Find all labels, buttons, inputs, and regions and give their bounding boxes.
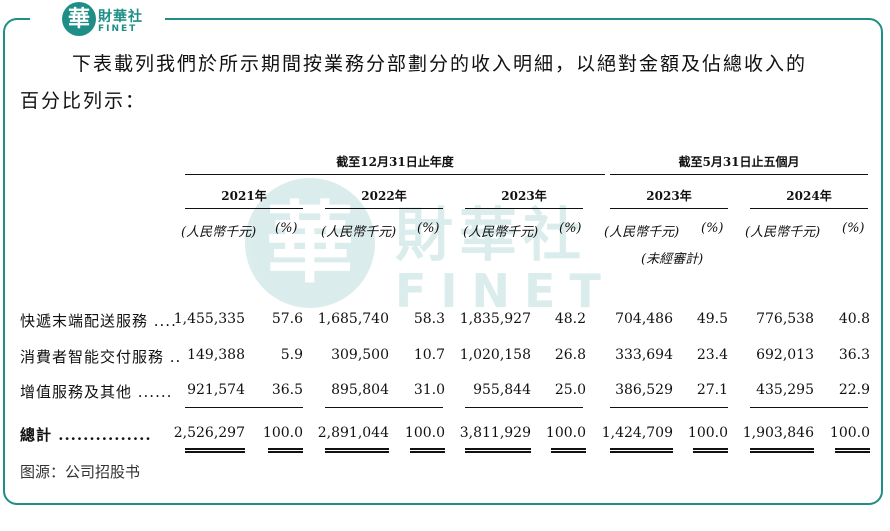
total-double-rule xyxy=(410,448,445,453)
intro-line-2: 百分比列示： xyxy=(20,90,147,112)
total-cell: 100.0 xyxy=(545,425,586,441)
cell: 333,694 xyxy=(615,347,673,363)
subtotal-rule xyxy=(465,407,583,408)
year-rule xyxy=(610,208,728,209)
cell: 1,020,158 xyxy=(459,347,531,363)
total-cell: 2,891,044 xyxy=(317,425,389,441)
cell: 49.5 xyxy=(696,311,728,327)
total-double-rule xyxy=(610,448,673,453)
subtotal-rule xyxy=(325,407,443,408)
cell: 435,295 xyxy=(756,382,814,398)
unit-amount: (人民幣千元) xyxy=(604,225,680,240)
cell: 149,388 xyxy=(187,347,245,363)
cell: 895,804 xyxy=(331,382,389,398)
year-2022: 2022年 xyxy=(361,189,407,203)
subtotal-rule xyxy=(185,407,303,408)
unit-pct: (%) xyxy=(275,221,298,236)
year-2024-5m: 2024年 xyxy=(786,189,832,203)
total-cell: 100.0 xyxy=(829,425,870,441)
cell: 386,529 xyxy=(615,382,673,398)
row-label: 消費者智能交付服務 .. xyxy=(20,348,182,366)
total-cell: 1,903,846 xyxy=(742,425,814,441)
unit-pct: (%) xyxy=(842,221,865,236)
cell: 1,455,335 xyxy=(173,311,245,327)
cell: 36.5 xyxy=(271,382,303,398)
year-rule xyxy=(185,208,303,209)
total-double-rule xyxy=(693,448,728,453)
cell: 309,500 xyxy=(331,347,389,363)
unit-amount: (人民幣千元) xyxy=(745,225,821,240)
subtotal-rule xyxy=(750,407,868,408)
logo-mark: 華 xyxy=(62,2,96,36)
header-full-year: 截至12月31日止年度 xyxy=(336,155,454,169)
total-double-rule xyxy=(325,448,389,453)
cell: 10.7 xyxy=(413,347,445,363)
cell: 48.2 xyxy=(554,311,586,327)
intro-paragraph: 下表載列我們於所示期間按業務分部劃分的收入明細，以絕對金額及佔總收入的 百分比列… xyxy=(20,46,870,120)
cell: 1,835,927 xyxy=(459,311,531,327)
intro-line-1: 下表載列我們於所示期間按業務分部劃分的收入明細，以絕對金額及佔總收入的 xyxy=(72,53,808,75)
total-double-rule xyxy=(551,448,586,453)
cell: 692,013 xyxy=(756,347,814,363)
year-2023: 2023年 xyxy=(501,189,547,203)
unit-amount: (人民幣千元) xyxy=(463,225,539,240)
year-rule xyxy=(750,208,868,209)
source-note: 图源：公司招股书 xyxy=(20,463,141,481)
logo-name-cn: 財華社 xyxy=(98,9,143,25)
cell: 955,844 xyxy=(473,382,531,398)
unit-pct: (%) xyxy=(417,221,440,236)
unit-pct: (%) xyxy=(559,221,582,236)
year-rule xyxy=(325,208,443,209)
year-rule xyxy=(465,208,583,209)
cell: 25.0 xyxy=(554,382,586,398)
cell: 58.3 xyxy=(413,311,445,327)
header-full-year-rule xyxy=(185,174,605,175)
row-label: 增值服務及其他 ...... xyxy=(20,383,173,401)
header-five-months: 截至5月31日止五個月 xyxy=(678,155,800,169)
cell: 776,538 xyxy=(756,311,814,327)
total-double-rule xyxy=(185,448,245,453)
total-double-rule xyxy=(750,448,814,453)
total-cell: 100.0 xyxy=(687,425,728,441)
cell: 36.3 xyxy=(838,347,870,363)
cell: 23.4 xyxy=(696,347,728,363)
total-double-rule xyxy=(835,448,870,453)
total-cell: 100.0 xyxy=(262,425,303,441)
total-double-rule xyxy=(268,448,303,453)
cell: 26.8 xyxy=(554,347,586,363)
year-2021: 2021年 xyxy=(221,189,267,203)
total-double-rule xyxy=(465,448,531,453)
subtotal-rule xyxy=(610,407,728,408)
unit-amount: (人民幣千元) xyxy=(181,225,257,240)
cell: 704,486 xyxy=(615,311,673,327)
cell: 1,685,740 xyxy=(317,311,389,327)
total-cell: 3,811,929 xyxy=(459,425,531,441)
cell: 31.0 xyxy=(413,382,445,398)
total-cell: 1,424,709 xyxy=(601,425,673,441)
unit-amount: (人民幣千元) xyxy=(321,225,397,240)
content-frame xyxy=(3,18,883,505)
total-cell: 100.0 xyxy=(404,425,445,441)
cell: 27.1 xyxy=(696,382,728,398)
cell: 57.6 xyxy=(271,311,303,327)
total-cell: 2,526,297 xyxy=(173,425,245,441)
logo: 華 財華社 FINET xyxy=(30,0,165,44)
year-2023-5m: 2023年 xyxy=(646,189,692,203)
logo-name-en: FINET xyxy=(98,24,138,34)
cell: 921,574 xyxy=(187,382,245,398)
row-label: 快遞末端配送服務 .... xyxy=(20,312,177,330)
unit-pct: (%) xyxy=(701,221,724,236)
total-label: 總計 ............... xyxy=(20,426,152,444)
cell: 40.8 xyxy=(838,311,870,327)
header-five-months-rule xyxy=(610,174,868,175)
unit-unaudited: (未經審計) xyxy=(641,252,704,267)
cell: 22.9 xyxy=(838,382,870,398)
cell: 5.9 xyxy=(280,347,303,363)
